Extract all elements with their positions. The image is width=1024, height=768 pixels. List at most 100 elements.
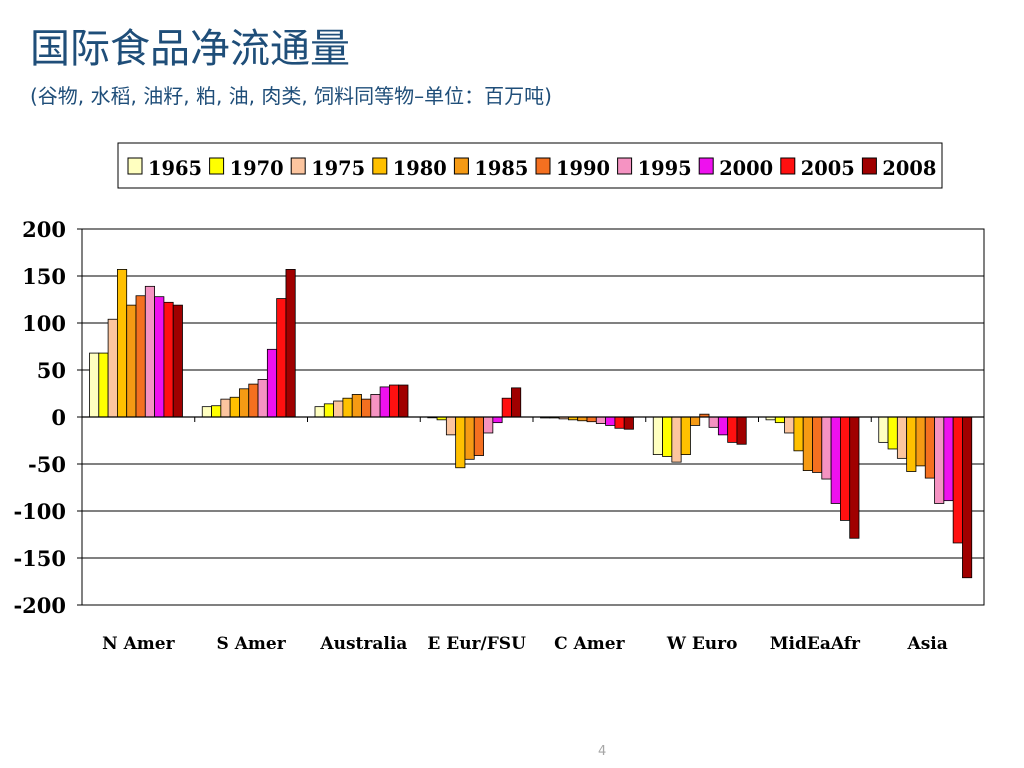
bar-2008-mideaafr [849, 416, 860, 539]
bar-1970-s-amer [211, 405, 222, 418]
legend-label-1970: 1970 [230, 156, 284, 180]
bar-1985-mideaafr [802, 416, 813, 471]
bar-1975-n-amer [107, 318, 118, 418]
legend-swatch-1990 [535, 157, 551, 175]
bar-1995-australia [370, 394, 381, 418]
x-tick-label: S Amer [217, 634, 287, 654]
legend-swatch-1970 [209, 157, 225, 175]
legend-label-1995: 1995 [638, 156, 692, 180]
legend-box [117, 142, 943, 189]
bar-1975-asia [896, 416, 908, 459]
bar-1965-s-amer [201, 406, 212, 418]
legend-swatch-1965 [127, 157, 143, 175]
bar-1970-mideaafr [774, 416, 785, 424]
bar-2000-n-amer [154, 296, 165, 418]
bar-2005-asia [952, 416, 963, 544]
legend-label-1975: 1975 [311, 156, 365, 180]
bar-1965-asia [878, 416, 889, 443]
bar-1995-c-amer [595, 416, 606, 424]
bar-1980-s-amer [229, 396, 240, 418]
y-axis-ticks: 200 150 100 50 0 -50 -100 -150 -200 [13, 217, 66, 618]
bar-2008-s-amer [285, 269, 296, 418]
bar-2000-s-amer [266, 348, 278, 418]
bar-1965-australia [314, 406, 325, 418]
bar-1980-w-euro [680, 416, 691, 455]
bar-1995-w-euro [708, 416, 719, 428]
x-tick-label: E Eur/FSU [427, 634, 526, 654]
y-tick-label: 50 [37, 358, 66, 383]
bar-2008-w-euro [736, 416, 747, 445]
legend-label-2008: 2008 [882, 156, 936, 180]
x-axis-ticks: N Amer S Amer Australia E Eur/FSU C Amer W Eu… [102, 634, 948, 654]
bar-1985-e-eur-fsu [464, 416, 475, 460]
bar-2005-w-euro [727, 416, 738, 443]
bars [82, 269, 984, 579]
bar-1985-w-euro [690, 416, 701, 426]
legend-swatch-1995 [617, 157, 633, 175]
x-tick-label: C Amer [554, 634, 625, 654]
legend-label-2000: 2000 [719, 156, 773, 180]
y-tick-label: -50 [28, 452, 66, 477]
bar-1975-australia [333, 400, 344, 418]
bar-2008-c-amer [623, 416, 634, 430]
bar-2008-e-eur-fsu [511, 387, 522, 418]
bar-2000-c-amer [605, 416, 616, 426]
bar-1985-asia [915, 416, 926, 467]
bar-1990-asia [924, 416, 935, 479]
x-tick-label: MidEaAfr [770, 634, 861, 654]
bar-2005-mideaafr [840, 416, 851, 521]
legend-swatch-1975 [290, 157, 306, 175]
y-tick-label: 0 [51, 405, 66, 430]
bar-1985-n-amer [126, 304, 137, 418]
bar-1980-n-amer [117, 269, 128, 418]
bar-2005-s-amer [276, 298, 287, 418]
bar-2005-e-eur-fsu [501, 397, 512, 418]
bar-1975-w-euro [671, 416, 682, 463]
bar-2000-mideaafr [830, 416, 841, 504]
bar-1970-australia [323, 403, 334, 418]
x-tick-label: N Amer [102, 634, 175, 654]
bar-2000-w-euro [717, 416, 729, 436]
y-tick-label: 100 [22, 311, 66, 336]
bar-2000-asia [943, 416, 954, 502]
bar-1990-mideaafr [812, 416, 823, 473]
bar-1990-c-amer [586, 416, 597, 423]
y-tick-label: -200 [13, 593, 66, 618]
legend-label-1980: 1980 [393, 156, 447, 180]
bar-1970-n-amer [98, 352, 109, 418]
legend: 1965 1970 1975 1980 1985 1990 1995 2000 2005 2008 [127, 156, 936, 180]
bar-1995-asia [934, 416, 945, 504]
bar-2000-e-eur-fsu [492, 416, 503, 424]
bar-2008-n-amer [172, 304, 183, 418]
slide-subtitle: (谷物, 水稻, 油籽, 粕, 油, 肉类, 饲料同等物–单位：百万吨) [30, 84, 552, 108]
bar-1990-e-eur-fsu [473, 416, 484, 456]
bar-1975-e-eur-fsu [445, 416, 457, 436]
legend-label-2005: 2005 [801, 156, 855, 180]
bar-2008-asia [962, 416, 973, 579]
legend-label-1985: 1985 [474, 156, 528, 180]
x-tick-label: Australia [319, 634, 407, 654]
legend-swatch-2008 [861, 157, 877, 175]
y-tick-label: -150 [13, 546, 66, 571]
slide-title: 国际食品净流通量 [30, 26, 350, 72]
bar-1965-w-euro [652, 416, 663, 455]
bar-1980-asia [906, 416, 917, 472]
bar-1995-s-amer [257, 378, 268, 418]
bar-2005-n-amer [163, 301, 174, 418]
legend-swatch-2000 [698, 157, 714, 175]
legend-swatch-1985 [453, 157, 469, 175]
bar-1985-australia [351, 394, 362, 418]
bar-1975-mideaafr [784, 416, 795, 434]
bar-1965-n-amer [89, 352, 100, 418]
bar-1990-n-amer [135, 295, 146, 418]
y-tick-label: -100 [13, 499, 66, 524]
bar-1980-australia [342, 397, 353, 418]
bar-1995-mideaafr [821, 416, 832, 480]
legend-swatch-1980 [372, 157, 388, 175]
x-tick-label: W Euro [666, 634, 738, 654]
legend-swatch-2005 [780, 157, 796, 175]
legend-label-1990: 1990 [556, 156, 610, 180]
page-number: 4 [598, 744, 607, 759]
bar-2005-australia [388, 384, 400, 418]
